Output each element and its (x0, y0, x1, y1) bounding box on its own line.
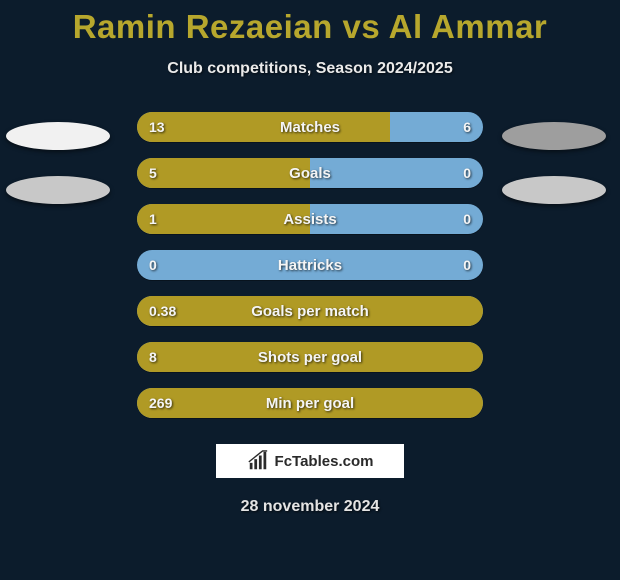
page-title: Ramin Rezaeian vs Al Ammar (0, 0, 620, 46)
stat-value-left: 8 (149, 342, 157, 372)
stat-value-right: 0 (463, 158, 471, 188)
stat-label: Assists (137, 204, 483, 234)
stat-label: Shots per goal (137, 342, 483, 372)
stat-row: Matches13 6 (137, 112, 483, 142)
brand-box: FcTables.com (214, 442, 406, 480)
stat-row: Goals5 0 (137, 158, 483, 188)
stat-value-left: 0 (149, 250, 157, 280)
right-badges (502, 122, 606, 204)
player2-badge-top (502, 122, 606, 150)
stat-row: Hattricks0 0 (137, 250, 483, 280)
stat-label: Goals (137, 158, 483, 188)
stat-value-right: 0 (463, 250, 471, 280)
stat-row: Assists1 0 (137, 204, 483, 234)
stat-value-right: 0 (463, 204, 471, 234)
left-badges (6, 122, 110, 204)
date-text: 28 november 2024 (0, 498, 620, 516)
stat-row: Min per goal269 (137, 388, 483, 418)
stat-bars: Matches136Goals50Assists10Hattricks00Goa… (137, 112, 483, 418)
stat-value-left: 13 (149, 112, 165, 142)
stat-row: Goals per match0.38 (137, 296, 483, 326)
stat-value-left: 5 (149, 158, 157, 188)
stat-value-left: 0.38 (149, 296, 176, 326)
player1-badge-top (6, 122, 110, 150)
brand-text: FcTables.com (275, 453, 374, 470)
stat-value-left: 269 (149, 388, 172, 418)
stat-value-right: 6 (463, 112, 471, 142)
chart-icon (247, 450, 269, 472)
stat-label: Matches (137, 112, 483, 142)
player1-badge-bottom (6, 176, 110, 204)
subtitle: Club competitions, Season 2024/2025 (0, 60, 620, 78)
stat-label: Hattricks (137, 250, 483, 280)
stat-value-left: 1 (149, 204, 157, 234)
player2-badge-bottom (502, 176, 606, 204)
stat-row: Shots per goal8 (137, 342, 483, 372)
stat-label: Min per goal (137, 388, 483, 418)
stat-label: Goals per match (137, 296, 483, 326)
